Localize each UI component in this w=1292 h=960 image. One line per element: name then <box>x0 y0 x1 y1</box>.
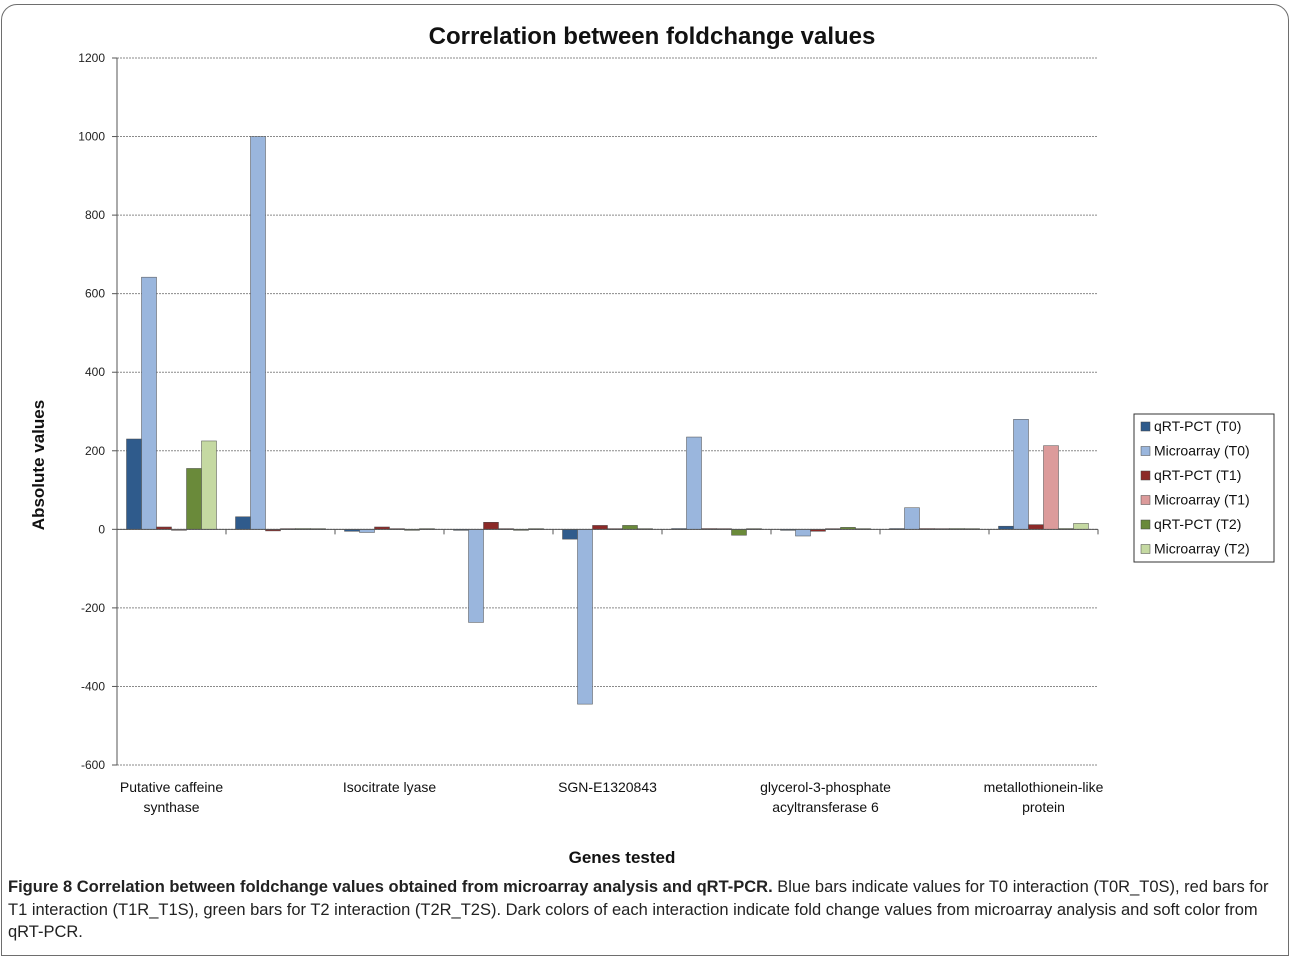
y-tick-label: -200 <box>81 601 105 615</box>
legend-swatch <box>1140 519 1151 530</box>
legend-label: qRT-PCT (T1) <box>1154 467 1241 483</box>
legend-label: Microarray (T1) <box>1154 492 1250 508</box>
legend: qRT-PCT (T0) Microarray (T0) qRT-PCT (T1) M… <box>1133 413 1275 563</box>
legend-box <box>1133 413 1275 563</box>
bar <box>141 276 157 530</box>
x-tick-label: Isocitrate lyase <box>343 779 437 795</box>
x-axis-label: Genes tested <box>569 848 676 867</box>
x-tick-label: metallothionein-like <box>984 779 1104 795</box>
bar <box>235 516 251 530</box>
figure-caption: Figure 8 Correlation between foldchange … <box>8 876 1284 944</box>
legend-swatch <box>1140 495 1151 505</box>
bar <box>577 529 593 705</box>
y-tick-label: 1200 <box>78 51 105 65</box>
bar <box>186 468 202 530</box>
legend-swatch <box>1140 446 1151 456</box>
y-axis-label: Absolute values <box>29 400 48 530</box>
bar <box>201 440 217 530</box>
chart-title: Correlation between foldchange values <box>429 23 876 50</box>
y-tick-label: 1000 <box>78 130 105 144</box>
bar <box>250 136 266 530</box>
legend-swatch <box>1140 470 1151 481</box>
x-tick-label: Putative caffeine <box>120 779 223 795</box>
tick-labels: 1200 1000 800 600 400 200 0 -200 -400 -600 Putativ… <box>78 51 1103 815</box>
chart: Correlation between foldchange values Ab… <box>29 23 1275 867</box>
y-tick-label: -600 <box>81 758 105 772</box>
x-tick-label: protein <box>1022 799 1065 815</box>
y-tick-label: 400 <box>85 365 105 379</box>
x-tick-label: glycerol-3-phosphate <box>760 779 891 795</box>
x-tick-label: SGN-E1320843 <box>558 779 657 795</box>
bar <box>1043 445 1059 530</box>
bar <box>562 529 578 540</box>
bar <box>1028 524 1044 530</box>
caption-text: Blue bars indicate values for T0 interac… <box>8 878 1269 941</box>
legend-label: qRT-PCT (T0) <box>1154 418 1241 434</box>
figure-frame <box>1 4 1289 956</box>
bar <box>1013 419 1029 530</box>
x-tick-label: acyltransferase 6 <box>772 799 879 815</box>
bar <box>795 529 811 537</box>
y-tick-label: -400 <box>81 679 105 693</box>
y-tick-label: 200 <box>85 444 105 458</box>
bar <box>483 522 499 530</box>
legend-swatch <box>1140 421 1151 432</box>
x-tick-label: synthase <box>143 799 199 815</box>
bar <box>592 525 608 530</box>
bar <box>468 529 484 623</box>
bar <box>622 525 638 530</box>
legend-label: qRT-PCT (T2) <box>1154 516 1241 532</box>
bar <box>731 529 747 536</box>
bar <box>904 507 920 530</box>
bars <box>126 136 1089 705</box>
bar <box>126 438 142 530</box>
legend-swatch <box>1140 544 1151 554</box>
legend-label: Microarray (T2) <box>1154 541 1250 557</box>
caption-title: Figure 8 Correlation between foldchange … <box>8 878 773 896</box>
bar <box>686 436 702 530</box>
y-tick-label: 0 <box>98 522 105 536</box>
y-tick-label: 600 <box>85 287 105 301</box>
bar <box>1073 523 1089 530</box>
legend-label: Microarray (T0) <box>1154 443 1250 459</box>
axes <box>112 57 1099 766</box>
gridlines <box>117 57 1098 766</box>
y-tick-label: 800 <box>85 208 105 222</box>
